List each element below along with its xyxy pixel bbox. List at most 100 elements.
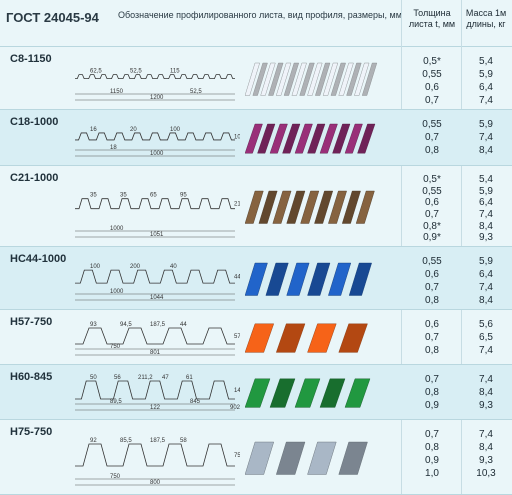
dimension-label: 1085	[234, 134, 240, 140]
mass-values: 5,4 5,9 6,4 7,4	[462, 55, 510, 107]
thickness-value: 0,5*	[423, 56, 441, 67]
dimension-label: 1150	[110, 89, 124, 95]
mass-value: 5,4	[479, 56, 493, 67]
thickness-values: 0,7 0,8 0,9	[402, 373, 462, 412]
thickness-value: 0,6	[425, 197, 439, 209]
thickness-value: 0,8	[425, 295, 439, 306]
dimension-label: 65	[150, 193, 157, 199]
mass-value: 7,4	[479, 374, 493, 385]
sheet-image	[245, 123, 376, 154]
mass-value: 10,3	[476, 468, 496, 479]
dimension-label: 21	[234, 202, 240, 208]
profile-drawing: 50 56 211,2 47 61 89,5 122 845 902 14	[75, 375, 240, 411]
thickness-value: 0,8	[425, 145, 439, 156]
dimension-label: 61	[186, 375, 193, 381]
mass-value: 6,4	[479, 269, 493, 280]
profile-drawing: 16 20 100 18 1000 1085	[75, 127, 240, 157]
standard-title: ГОСТ 24045-94	[6, 10, 99, 25]
mass-value: 7,4	[479, 132, 493, 143]
thickness-value: 0,7	[425, 209, 439, 221]
dimension-label: 14	[234, 388, 240, 394]
mass-value: 9,3	[479, 400, 493, 411]
mass-value: 8,4	[479, 295, 493, 306]
mass-value: 5,9	[479, 69, 493, 80]
thickness-value: 0,6	[425, 319, 439, 330]
profile-drawing: 62,5 52,5 115 1150 1200 52,5	[75, 69, 235, 101]
mass-value: 7,4	[479, 209, 493, 221]
mass-value: 7,4	[479, 429, 493, 440]
profile-row: С21-1000 35 35 65 95 1000 1051 21 0,5* 0,55 0,6 0,7…	[0, 166, 512, 247]
profile-row: С18-1000 16 20 100 18 1000 1085 0,55 0,7 0,8 5,9 7,…	[0, 110, 512, 166]
profile-code: С8-1150	[10, 53, 52, 65]
mass-value: 6,5	[479, 332, 493, 343]
profile-code: С18-1000	[10, 116, 59, 128]
thickness-values: 0,5* 0,55 0,6 0,7 0,8* 0,9*	[402, 174, 462, 244]
thickness-value: 0,7	[425, 374, 439, 385]
thickness-value: 0,6	[425, 82, 439, 93]
dimension-label: 89,5	[110, 399, 122, 405]
table-header: ГОСТ 24045-94 Обозначение профилированно…	[0, 0, 512, 47]
thickness-value: 0,8	[425, 387, 439, 398]
dimension-label: 75	[234, 453, 240, 459]
dimension-label: 58	[180, 438, 187, 444]
dimension-label: 800	[150, 480, 161, 486]
dimension-label: 200	[130, 264, 141, 270]
thickness-value: 0,6	[425, 269, 439, 280]
thickness-values: 0,7 0,8 0,9 1,0	[402, 428, 462, 480]
thickness-value: 0,7	[425, 429, 439, 440]
thickness-value: 0,55	[422, 119, 442, 130]
sheet-image	[245, 62, 378, 96]
mass-value: 7,4	[479, 282, 493, 293]
mass-value: 5,6	[479, 319, 493, 330]
profile-code: НС44-1000	[10, 253, 67, 265]
description-header: Обозначение профилированного листа, вид …	[118, 10, 402, 20]
sheet-image	[245, 323, 368, 353]
dimension-label: 1200	[150, 95, 164, 101]
profile-drawing: 93 94,5 187,5 44 750 801 57	[75, 322, 240, 356]
dimension-label: 211,2	[138, 375, 153, 381]
mass-value: 5,9	[479, 185, 493, 197]
profile-code: Н75-750	[10, 426, 53, 438]
dimension-label: 40	[170, 264, 177, 270]
profile-drawing: 100 200 40 1000 1044 44	[75, 264, 240, 301]
mass-value: 5,9	[479, 256, 493, 267]
dimension-label: 52,5	[190, 89, 202, 95]
mass-value: 9,3	[479, 232, 493, 244]
dimension-label: 47	[162, 375, 169, 381]
mass-values: 5,6 6,5 7,4	[462, 318, 510, 357]
thickness-value: 0,8	[425, 442, 439, 453]
dimension-label: 35	[90, 193, 97, 199]
dimension-label: 187,5	[150, 438, 166, 444]
dimension-label: 85,5	[120, 438, 132, 444]
mass-value: 5,4	[479, 174, 493, 185]
profile-row: НС44-1000 100 200 40 1000 1044 44 0,55 0,6 0,7 0,8…	[0, 247, 512, 310]
dimension-label: 62,5	[90, 69, 102, 75]
mass-values: 7,4 8,4 9,3 10,3	[462, 428, 510, 480]
dimension-label: 92	[90, 438, 97, 444]
profile-drawing: 35 35 65 95 1000 1051 21	[75, 193, 240, 238]
dimension-label: 1000	[150, 151, 164, 157]
mass-values: 7,4 8,4 9,3	[462, 373, 510, 412]
dimension-label: 750	[110, 344, 121, 350]
thickness-value: 0,7	[425, 332, 439, 343]
dimension-label: 100	[170, 127, 181, 133]
dimension-label: 52,5	[130, 69, 142, 75]
mass-value: 8,4	[479, 387, 493, 398]
mass-value: 8,4	[479, 220, 493, 232]
dimension-label: 93	[90, 322, 97, 328]
profile-row: Н60-845 50 56 211,2 47 61 89,5 122 845 902 14 0,7 0,…	[0, 365, 512, 420]
thickness-value: 0,55	[422, 256, 442, 267]
sheet-image	[245, 378, 371, 408]
profile-row: С8-1150 62,5 52,5 115 1150 1200 52,5 0,5* 0,55 0,…	[0, 47, 512, 110]
dimension-label: 44	[180, 322, 187, 328]
dimension-label: 902	[230, 405, 240, 411]
thickness-values: 0,6 0,7 0,8	[402, 318, 462, 357]
mass-value: 6,4	[479, 197, 493, 209]
thickness-value: 0,7	[425, 132, 439, 143]
mass-value: 8,4	[479, 442, 493, 453]
mass-values: 5,4 5,9 6,4 7,4 8,4 9,3	[462, 174, 510, 244]
thickness-value: 0,8*	[423, 220, 441, 232]
dimension-label: 1044	[150, 295, 164, 301]
sheet-image	[245, 262, 372, 296]
